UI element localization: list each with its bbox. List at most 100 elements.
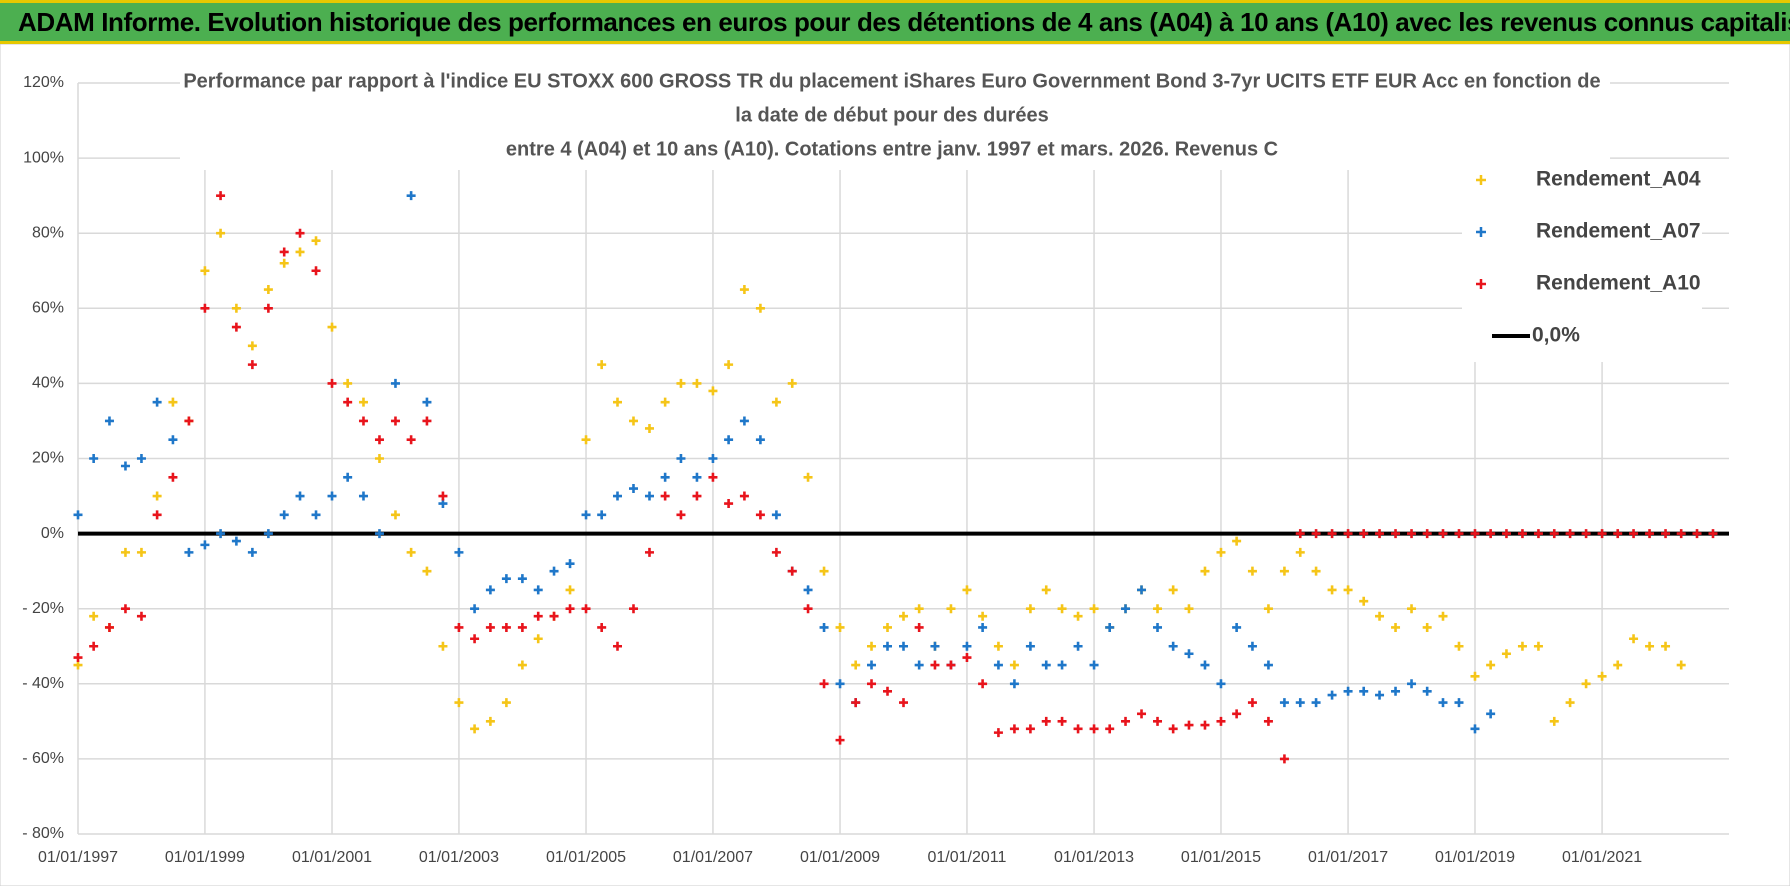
point xyxy=(1247,698,1257,708)
point xyxy=(1359,686,1369,696)
point xyxy=(835,622,845,632)
x-tick-label: 01/01/2007 xyxy=(673,849,753,866)
point xyxy=(708,472,718,482)
point xyxy=(1232,622,1242,632)
point xyxy=(978,611,988,621)
point xyxy=(390,510,400,520)
point xyxy=(216,529,226,539)
point xyxy=(89,641,99,651)
point xyxy=(279,510,289,520)
point xyxy=(73,510,83,520)
point xyxy=(660,472,670,482)
point xyxy=(374,454,384,463)
point xyxy=(120,547,130,557)
y-tick-label: - 20% xyxy=(22,600,64,617)
point xyxy=(1295,529,1305,539)
point xyxy=(1247,641,1257,651)
point xyxy=(406,191,416,201)
point xyxy=(327,378,337,388)
point xyxy=(1501,529,1511,539)
point xyxy=(73,660,83,670)
point xyxy=(390,416,400,426)
point xyxy=(1295,698,1305,708)
legend-marker xyxy=(1476,175,1486,185)
point xyxy=(644,423,654,433)
point xyxy=(311,236,321,246)
point xyxy=(1216,679,1226,689)
point xyxy=(231,536,241,546)
point xyxy=(1057,604,1067,614)
point xyxy=(883,686,893,696)
point xyxy=(1247,566,1257,576)
point xyxy=(771,547,781,557)
point xyxy=(1263,716,1273,726)
point xyxy=(755,510,765,520)
point xyxy=(1359,596,1369,606)
point xyxy=(819,622,829,632)
point xyxy=(1121,716,1131,726)
point xyxy=(1121,604,1131,614)
series xyxy=(73,191,1496,734)
point xyxy=(899,698,908,708)
chart-title: la date de début pour des durées xyxy=(735,104,1048,126)
point xyxy=(1407,679,1417,689)
point xyxy=(628,604,638,614)
point xyxy=(597,510,607,520)
x-tick-label: 01/01/2001 xyxy=(292,849,372,866)
point xyxy=(899,611,908,621)
point xyxy=(851,660,861,670)
point xyxy=(1645,529,1655,539)
point xyxy=(676,378,686,388)
point xyxy=(978,622,988,632)
point xyxy=(914,604,924,614)
point xyxy=(406,435,416,445)
x-tick-label: 01/01/2019 xyxy=(1435,849,1515,866)
point xyxy=(1613,529,1623,539)
point xyxy=(1327,690,1337,700)
y-tick-label: - 60% xyxy=(22,750,64,767)
point xyxy=(311,266,321,276)
y-tick-label: 100% xyxy=(23,149,64,166)
point xyxy=(628,416,638,426)
x-tick-label: 01/01/2013 xyxy=(1054,849,1134,866)
point xyxy=(216,191,226,201)
point xyxy=(867,679,877,689)
series xyxy=(73,191,1718,764)
point xyxy=(438,641,448,651)
point xyxy=(1581,529,1591,539)
point xyxy=(1661,529,1671,539)
point xyxy=(660,491,670,501)
point xyxy=(692,378,702,388)
point xyxy=(1391,686,1401,696)
point xyxy=(136,547,146,557)
point xyxy=(533,611,543,621)
point xyxy=(724,435,734,445)
point xyxy=(1153,622,1163,632)
point xyxy=(1407,529,1417,539)
point xyxy=(899,641,908,651)
point xyxy=(533,585,543,595)
point xyxy=(1184,604,1194,614)
point xyxy=(692,472,702,482)
point xyxy=(581,604,591,614)
point xyxy=(1438,698,1448,708)
point xyxy=(1216,716,1226,726)
point xyxy=(1661,641,1671,651)
x-tick-label: 01/01/2017 xyxy=(1308,849,1388,866)
point xyxy=(612,397,622,407)
point xyxy=(358,416,368,426)
point xyxy=(1343,686,1353,696)
point xyxy=(628,484,638,494)
x-tick-label: 01/01/2021 xyxy=(1562,849,1642,866)
point xyxy=(1153,716,1163,726)
point xyxy=(1041,660,1051,670)
point xyxy=(1263,660,1273,670)
point xyxy=(597,622,607,632)
point xyxy=(1407,604,1417,614)
point xyxy=(247,341,257,351)
point xyxy=(517,622,527,632)
point xyxy=(803,604,813,614)
point xyxy=(136,611,146,621)
point xyxy=(1343,585,1353,595)
point xyxy=(406,547,416,557)
